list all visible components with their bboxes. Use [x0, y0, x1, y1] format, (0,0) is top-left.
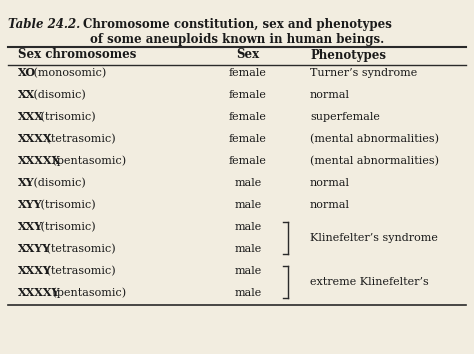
- Text: (pentasomic): (pentasomic): [49, 156, 126, 166]
- Text: (tetrasomic): (tetrasomic): [43, 134, 116, 144]
- Text: Sex chromosomes: Sex chromosomes: [18, 48, 137, 62]
- Text: Turner’s syndrome: Turner’s syndrome: [310, 68, 417, 78]
- Text: XXX: XXX: [18, 112, 44, 122]
- Text: Phenotypes: Phenotypes: [310, 48, 386, 62]
- Text: normal: normal: [310, 200, 350, 210]
- Text: (disomic): (disomic): [30, 178, 86, 188]
- Text: Klinefelter’s syndrome: Klinefelter’s syndrome: [310, 233, 438, 243]
- Text: (trisomic): (trisomic): [36, 112, 95, 122]
- Text: XXXXY: XXXXY: [18, 287, 61, 298]
- Text: normal: normal: [310, 178, 350, 188]
- Text: XY: XY: [18, 177, 35, 188]
- Text: XXYY: XXYY: [18, 244, 51, 255]
- Text: (mental abnormalities): (mental abnormalities): [310, 134, 439, 144]
- Text: (mental abnormalities): (mental abnormalities): [310, 156, 439, 166]
- Text: (disomic): (disomic): [30, 90, 86, 100]
- Text: extreme Klinefelter’s: extreme Klinefelter’s: [310, 277, 429, 287]
- Text: XO: XO: [18, 68, 36, 79]
- Text: Sex: Sex: [237, 48, 260, 62]
- Text: female: female: [229, 156, 267, 166]
- Text: male: male: [234, 244, 262, 254]
- Text: XXXX: XXXX: [18, 133, 53, 144]
- Text: superfemale: superfemale: [310, 112, 380, 122]
- Text: (trisomic): (trisomic): [36, 222, 95, 232]
- Text: (tetrasomic): (tetrasomic): [43, 266, 116, 276]
- Text: male: male: [234, 266, 262, 276]
- Text: XXXXX: XXXXX: [18, 155, 61, 166]
- Text: Chromosome constitution, sex and phenotypes: Chromosome constitution, sex and phenoty…: [82, 18, 392, 31]
- Text: (tetrasomic): (tetrasomic): [43, 244, 116, 254]
- Text: female: female: [229, 112, 267, 122]
- Text: normal: normal: [310, 90, 350, 100]
- Text: female: female: [229, 68, 267, 78]
- Text: male: male: [234, 222, 262, 232]
- Text: XYY: XYY: [18, 200, 43, 211]
- Text: male: male: [234, 288, 262, 298]
- Text: XX: XX: [18, 90, 35, 101]
- Text: Table 24.2.: Table 24.2.: [8, 18, 80, 31]
- Text: of some aneuploids known in human beings.: of some aneuploids known in human beings…: [90, 33, 384, 46]
- Text: female: female: [229, 134, 267, 144]
- Text: (monosomic): (monosomic): [30, 68, 107, 78]
- Text: female: female: [229, 90, 267, 100]
- Text: XXXY: XXXY: [18, 266, 52, 276]
- Text: male: male: [234, 178, 262, 188]
- Text: (trisomic): (trisomic): [36, 200, 95, 210]
- Text: (pentasomic): (pentasomic): [49, 288, 126, 298]
- Text: XXY: XXY: [18, 222, 43, 233]
- Text: male: male: [234, 200, 262, 210]
